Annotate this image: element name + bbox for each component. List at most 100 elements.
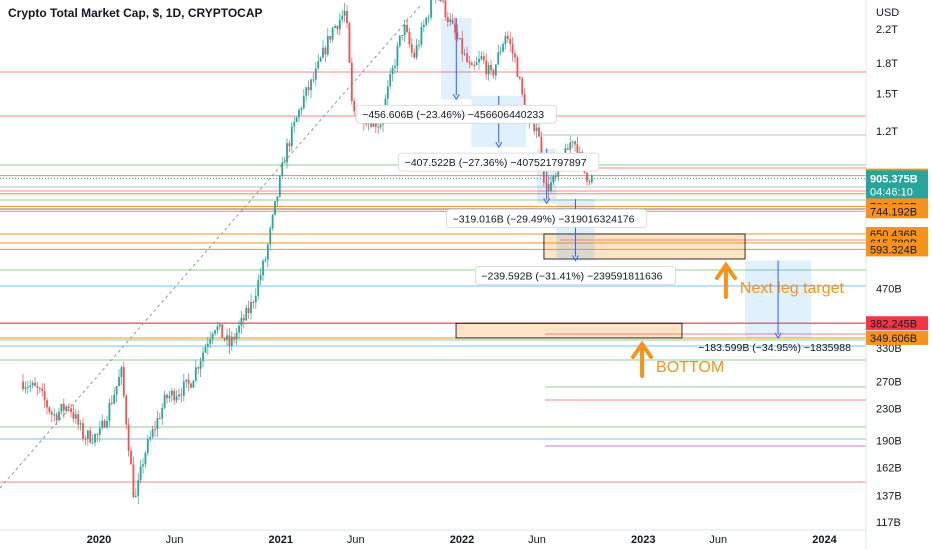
candle-body [576,144,579,158]
candle-body [533,117,536,132]
candle-body [108,402,111,421]
candle-body [329,35,332,40]
candle-body [509,39,512,45]
measure-label[interactable]: −407.522B (−27.36%) −407521797897 [405,157,587,169]
next-leg-target-annotation[interactable]: Next leg target [740,280,845,297]
candle-body [427,17,430,19]
candle-body [82,423,84,439]
measure-label-bg [446,208,648,228]
candle-body [211,333,214,340]
candle-body [158,418,161,420]
candle-body [586,172,588,182]
candle-body [144,452,147,465]
candle-body [386,86,389,99]
candle-body [206,343,209,348]
measure-label[interactable]: −183.599B (−34.95%) −1835988 [698,342,851,354]
candle-body [132,464,135,498]
candle-body [185,379,188,382]
y-tick-label: 137B [876,490,902,502]
candle-body [31,382,34,386]
candle-body [518,76,521,79]
x-tick-label: 2020 [87,534,111,546]
price-level-label-bg [866,316,928,331]
candle-body [478,59,480,63]
candle-body [86,430,89,439]
price-level-label-bg [866,330,928,345]
candle-body [269,228,272,245]
measure-label[interactable]: −319.016B (−29.49%) −319016324176 [453,213,635,225]
candle-body [29,385,32,388]
candle-body [89,430,92,443]
measure-arrow-head [572,255,579,262]
measure-arrow-head [774,332,782,339]
candle-body [168,395,171,399]
candle-body [305,87,308,96]
chart-title: Crypto Total Market Cap, $, 1D, CRYPTOCA… [8,6,263,20]
candle-body [480,56,483,60]
candle-body [353,101,356,112]
measure-arrow-head [543,198,551,205]
candle-body [485,60,488,75]
price-level-label-bg [866,204,928,219]
candle-body [127,424,130,451]
candle-body [204,347,207,353]
price-level-label: 744.192B [870,206,917,218]
candle-body [41,388,44,392]
candle-body [588,181,591,183]
candle-body [149,436,152,440]
candle-body [173,390,176,401]
candle-body [569,142,572,150]
candle-body [456,32,459,39]
candle-body [48,407,51,412]
candle-body [350,62,353,102]
candle-body [319,57,322,62]
candle-body [115,386,118,395]
candle-body [406,24,408,32]
candle-body [271,214,274,229]
candle-body [214,330,216,334]
candle-body [74,414,77,419]
candle-body [264,259,267,261]
measure-arrow-head [452,93,460,101]
candle-body [242,317,245,321]
candle-body [38,387,41,389]
candle-body [218,324,221,327]
measure-label[interactable]: −456.606B (−23.46%) −456606440233 [362,109,544,121]
candle-body [422,24,425,28]
candle-body [314,68,317,80]
x-tick-label: 2024 [812,534,837,546]
y-tick-label: 117B [876,517,901,529]
candle-body [557,167,560,177]
x-tick-label: Jun [166,534,184,546]
candle-body [182,381,185,396]
candle-body [398,35,401,46]
target-zone[interactable] [543,233,746,260]
candle-body [415,45,418,58]
bottom-zone[interactable] [455,322,683,339]
candle-body [91,442,94,444]
candle-body [238,325,240,333]
candle-body [262,260,264,276]
x-tick-label: 2021 [269,534,293,546]
candle-body [389,74,392,87]
diagonal-trendline[interactable] [0,5,421,489]
candle-body [216,326,219,331]
candle-body [535,127,538,132]
candle-body [338,19,341,30]
y-tick-label: 270B [876,377,902,389]
x-tick-label: Jun [709,534,727,546]
bottom-annotation[interactable]: BOTTOM [656,359,724,376]
candle-body [341,15,344,20]
candle-body [516,57,519,77]
price-level-label: 349.606B [870,333,917,345]
candle-body [394,65,396,68]
candle-body [22,381,24,390]
candle-body [590,175,593,183]
candle-body [379,124,382,127]
candle-body [142,464,144,467]
candle-body [178,394,180,397]
candle-body [331,27,334,40]
measure-label[interactable]: −239.592B (−31.41%) −239591811636 [481,271,662,283]
candle-body [161,407,164,419]
